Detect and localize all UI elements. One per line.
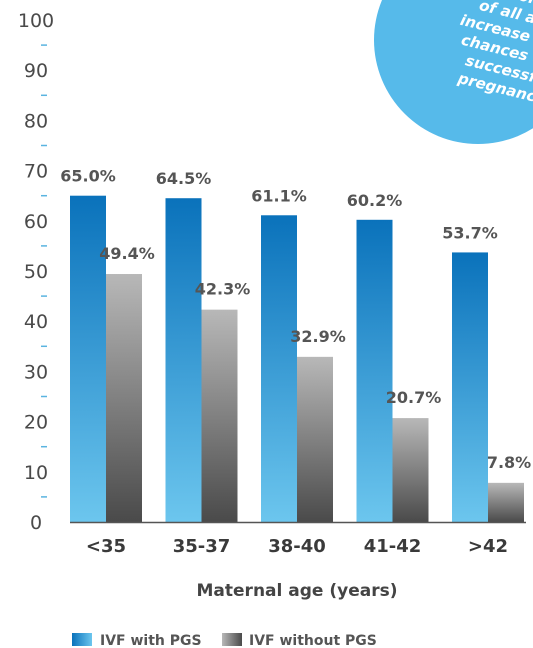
y-tick-label: 80 (24, 110, 48, 132)
y-tick-label: 90 (24, 60, 48, 82)
bars (70, 195, 524, 522)
x-tick-label: 38-40 (268, 536, 326, 557)
data-label-ivf-with-pgs: 61.1% (251, 186, 307, 205)
x-tick-label: >42 (468, 536, 508, 557)
data-label-ivf-with-pgs: 60.2% (347, 191, 403, 210)
x-axis-label: Maternal age (years) (197, 581, 398, 601)
data-label-ivf-with-pgs: 65.0% (60, 167, 116, 186)
y-tick-label: 0 (30, 512, 42, 534)
data-label-ivf-with-pgs: 64.5% (156, 169, 212, 188)
data-label-ivf-without-pgs: 7.8% (487, 453, 531, 472)
bar-ivf-with-pgs (452, 252, 488, 522)
y-tick-label: 20 (24, 412, 48, 434)
legend-label-ivf-without-pgs: IVF without PGS (249, 633, 377, 648)
y-tick-label: 100 (18, 10, 54, 32)
legend-swatch-ivf-with-pgs (72, 633, 92, 646)
y-tick-label: 50 (24, 261, 48, 283)
bar-ivf-without-pgs (297, 356, 333, 522)
callout-circle (374, 0, 533, 144)
data-labels: 65.0% 49.4% 64.5% 42.3% 61.1% 32.9% 60.2% 20.7%… (60, 167, 531, 472)
bar-ivf-with-pgs (356, 219, 393, 522)
data-label-ivf-without-pgs: 42.3% (195, 280, 251, 299)
bar-ivf-without-pgs (106, 274, 142, 522)
legend: IVF with PGS IVF without PGS (72, 633, 377, 648)
y-tick-label: 30 (24, 361, 48, 383)
y-tick-label: 60 (24, 211, 48, 233)
bar-ivf-without-pgs (392, 418, 429, 522)
x-tick-label: 35-37 (173, 536, 231, 557)
y-tick-label: 40 (24, 311, 48, 333)
bar-ivf-without-pgs (201, 309, 238, 522)
data-label-ivf-with-pgs: 53.7% (442, 223, 498, 242)
data-label-ivf-without-pgs: 49.4% (99, 244, 155, 263)
legend-label-ivf-with-pgs: IVF with PGS (100, 633, 202, 648)
legend-swatch-ivf-without-pgs (222, 633, 242, 646)
data-label-ivf-without-pgs: 20.7% (386, 388, 442, 407)
bar-ivf-with-pgs (70, 195, 106, 522)
bar-ivf-without-pgs (488, 482, 524, 522)
bar-ivf-with-pgs (261, 215, 297, 522)
x-tick-label: 41-42 (364, 536, 422, 557)
bar-ivf-with-pgs (165, 198, 202, 522)
y-tick-label: 70 (24, 161, 48, 183)
x-tick-label: <35 (86, 536, 126, 557)
data-label-ivf-without-pgs: 32.9% (290, 327, 346, 346)
y-tick-label: 10 (24, 462, 48, 484)
y-axis: 0 10 20 30 40 50 60 70 80 90 100 (18, 10, 54, 534)
x-axis: <35 35-37 38-40 41-42 >42 (70, 521, 526, 557)
